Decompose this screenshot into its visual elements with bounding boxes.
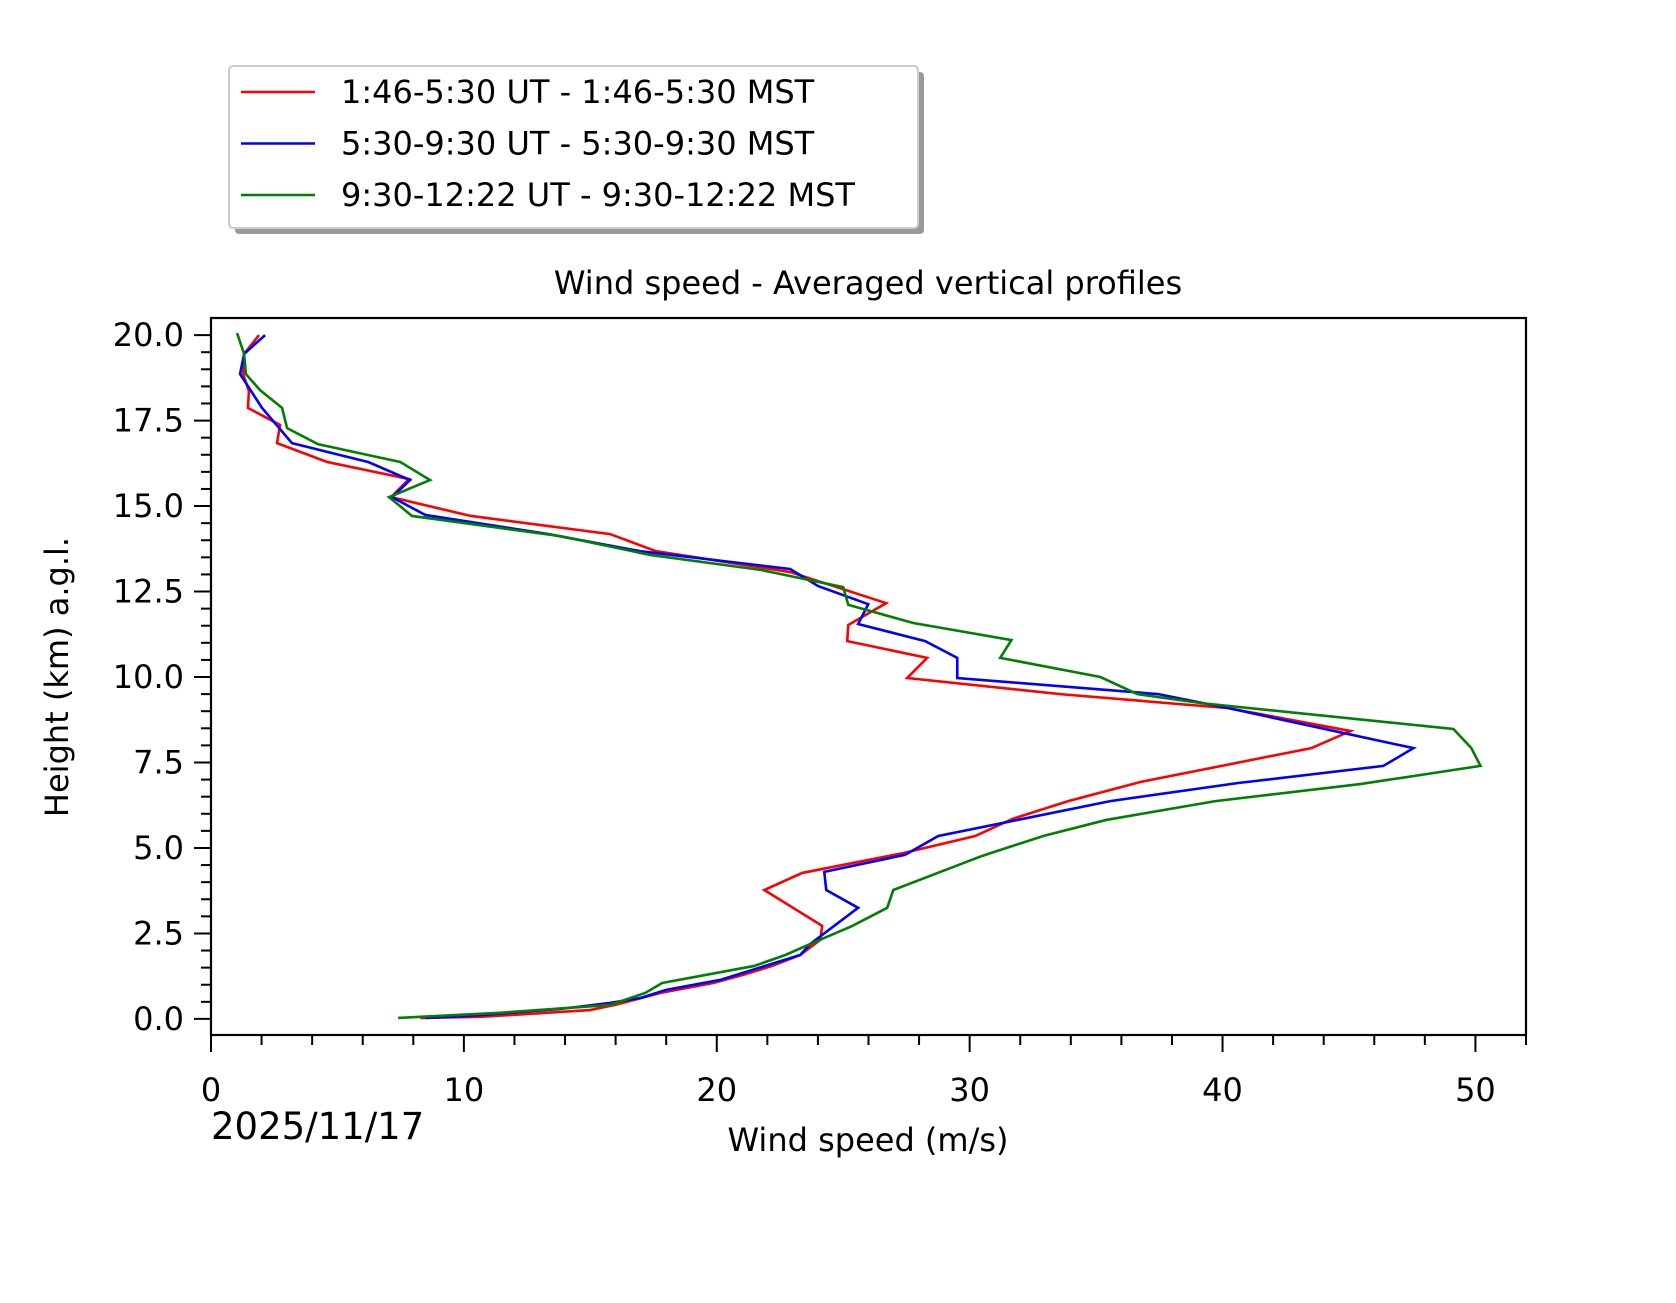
legend-frame [228, 65, 919, 229]
x-tick-label: 0 [201, 1071, 221, 1109]
legend-label-1: 1:46-5:30 UT - 1:46-5:30 MST [341, 73, 815, 111]
y-tick-label: 7.5 [133, 743, 184, 781]
legend-label-2: 5:30-9:30 UT - 5:30-9:30 MST [341, 125, 815, 163]
y-tick-label: 0.0 [133, 1000, 184, 1038]
series-line-2 [238, 334, 1417, 1020]
y-tick-label: 10.0 [113, 658, 184, 696]
y-axis-label: Height (km) a.g.l. [38, 537, 76, 817]
y-tick-label: 12.5 [113, 573, 184, 611]
plot-frame [209, 316, 1528, 1037]
x-tick-label: 10 [444, 1071, 485, 1109]
y-tick-label: 2.5 [133, 914, 184, 952]
y-tick-label: 15.0 [113, 487, 184, 525]
chart-title: Wind speed - Averaged vertical profiles [554, 264, 1182, 302]
legend-label-3: 9:30-12:22 UT - 9:30-12:22 MST [341, 176, 855, 214]
legend: 1:46-5:30 UT - 1:46-5:30 MST 5:30-9:30 UT… [228, 65, 924, 234]
x-tick-label: 50 [1455, 1071, 1496, 1109]
date-label: 2025/11/17 [211, 1105, 424, 1148]
x-tick-label: 30 [949, 1071, 990, 1109]
series-line-3 [235, 332, 1483, 1020]
y-tick-label: 5.0 [133, 829, 184, 867]
y-tick-label: 20.0 [113, 316, 184, 354]
series-line-1 [241, 334, 1355, 1020]
y-tick-label: 17.5 [113, 402, 184, 440]
x-tick-label: 40 [1202, 1071, 1243, 1109]
x-tick-label: 20 [696, 1071, 737, 1109]
x-axis-label: Wind speed (m/s) [727, 1121, 1008, 1159]
